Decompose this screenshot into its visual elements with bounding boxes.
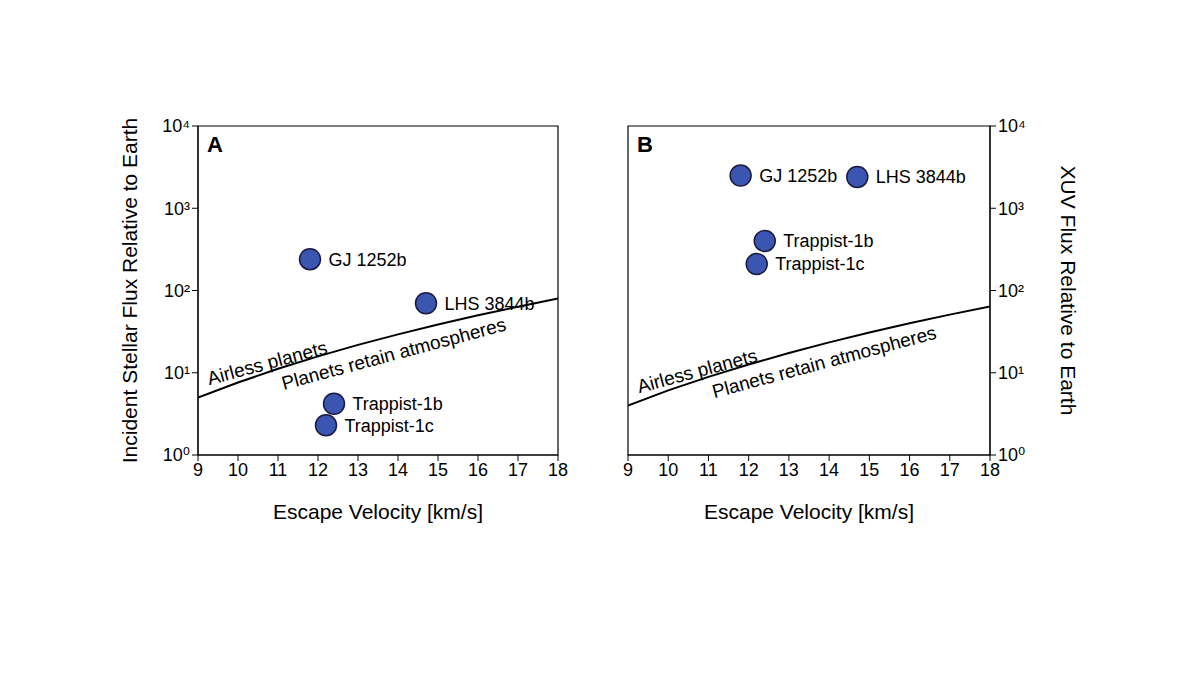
svg-text:GJ 1252b: GJ 1252b xyxy=(329,250,407,270)
svg-text:Planets retain atmospheres: Planets retain atmospheres xyxy=(279,314,508,394)
svg-text:B: B xyxy=(637,132,653,157)
svg-text:Planets retain atmospheres: Planets retain atmospheres xyxy=(710,322,939,402)
svg-text:11: 11 xyxy=(699,460,718,480)
svg-text:Trappist-1c: Trappist-1c xyxy=(775,254,864,274)
svg-text:14: 14 xyxy=(819,460,839,480)
svg-text:LHS 3844b: LHS 3844b xyxy=(445,294,535,314)
svg-text:16: 16 xyxy=(468,460,488,480)
svg-text:17: 17 xyxy=(508,460,528,480)
svg-text:Airless planets: Airless planets xyxy=(204,336,330,390)
svg-text:11: 11 xyxy=(269,460,288,480)
svg-text:Trappist-1b: Trappist-1b xyxy=(783,231,873,251)
svg-text:Airless planets: Airless planets xyxy=(634,344,760,397)
svg-text:9: 9 xyxy=(193,460,203,480)
svg-text:Incident Stellar Flux Relative: Incident Stellar Flux Relative to Earth xyxy=(118,118,141,464)
svg-text:13: 13 xyxy=(779,460,799,480)
svg-text:10²: 10² xyxy=(164,281,190,301)
svg-text:12: 12 xyxy=(308,460,328,480)
svg-text:15: 15 xyxy=(428,460,448,480)
svg-text:10³: 10³ xyxy=(998,199,1024,219)
svg-text:Escape Velocity [km/s]: Escape Velocity [km/s] xyxy=(704,500,914,523)
svg-text:10: 10 xyxy=(228,460,248,480)
svg-text:18: 18 xyxy=(980,460,1000,480)
svg-text:10⁴: 10⁴ xyxy=(162,116,190,136)
svg-text:10: 10 xyxy=(658,460,678,480)
svg-text:10⁰: 10⁰ xyxy=(163,445,190,465)
svg-text:13: 13 xyxy=(348,460,368,480)
svg-text:16: 16 xyxy=(900,460,920,480)
svg-text:10⁴: 10⁴ xyxy=(998,116,1026,136)
svg-text:10⁰: 10⁰ xyxy=(998,445,1025,465)
svg-text:XUV Flux Relative to Earth: XUV Flux Relative to Earth xyxy=(1057,166,1080,416)
svg-text:LHS 3844b: LHS 3844b xyxy=(876,167,966,187)
svg-text:18: 18 xyxy=(548,460,568,480)
svg-text:9: 9 xyxy=(623,460,633,480)
svg-text:10²: 10² xyxy=(998,281,1024,301)
svg-text:10¹: 10¹ xyxy=(164,363,190,383)
svg-text:17: 17 xyxy=(940,460,960,480)
svg-text:12: 12 xyxy=(739,460,759,480)
svg-text:A: A xyxy=(207,132,223,157)
svg-text:10³: 10³ xyxy=(164,199,190,219)
svg-text:10¹: 10¹ xyxy=(998,363,1024,383)
svg-text:GJ 1252b: GJ 1252b xyxy=(759,166,837,186)
svg-text:Trappist-1b: Trappist-1b xyxy=(353,394,443,414)
svg-text:15: 15 xyxy=(859,460,879,480)
svg-text:Escape Velocity [km/s]: Escape Velocity [km/s] xyxy=(273,500,483,523)
svg-text:Trappist-1c: Trappist-1c xyxy=(345,416,434,436)
svg-text:14: 14 xyxy=(388,460,408,480)
